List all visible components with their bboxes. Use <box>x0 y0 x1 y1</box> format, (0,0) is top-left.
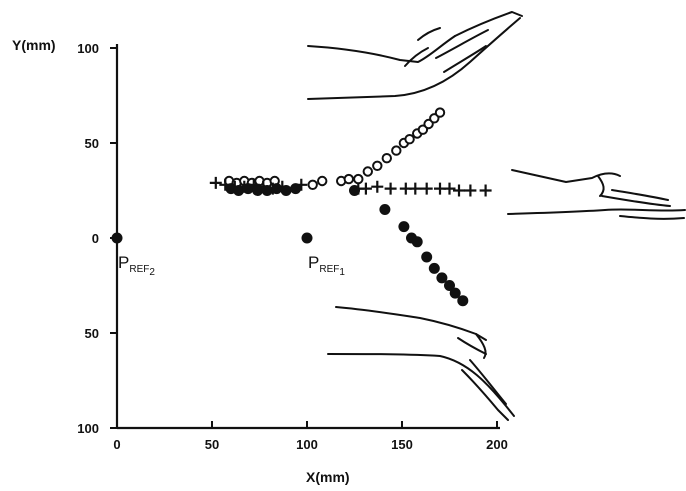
y-axis-title: Y(mm) <box>12 37 56 53</box>
plus-point <box>444 183 456 195</box>
pref-label: PREF2 <box>118 253 155 278</box>
y-tick-label: 100 <box>77 421 99 436</box>
filled-circle-point <box>398 221 409 232</box>
series-filled-circle <box>226 183 469 306</box>
filled-circle-point <box>457 295 468 306</box>
plus-point <box>464 185 476 197</box>
y-tick-label: 50 <box>85 326 99 341</box>
plus-point <box>360 183 372 195</box>
open-circle-point <box>318 177 326 185</box>
plus-point <box>371 181 383 193</box>
filled-circle-point <box>281 185 292 196</box>
filled-circle-point <box>112 233 123 244</box>
series-open-circle <box>225 108 444 189</box>
filled-circle-point <box>302 233 313 244</box>
series-filled-circle <box>112 233 123 244</box>
open-circle-point <box>383 154 391 162</box>
filled-circle-point <box>262 185 273 196</box>
filled-circle-point <box>271 183 282 194</box>
data-points <box>112 108 492 306</box>
hand-down-illustration <box>328 307 514 420</box>
filled-circle-point <box>233 185 244 196</box>
open-circle-point <box>392 146 400 154</box>
filled-circle-point <box>412 236 423 247</box>
open-circle-point <box>436 108 444 116</box>
x-tick-label: 0 <box>113 437 120 452</box>
filled-circle-point <box>379 204 390 215</box>
plus-point <box>210 177 222 189</box>
plus-point <box>409 183 421 195</box>
open-circle-point <box>405 135 413 143</box>
open-circle-point <box>373 162 381 170</box>
y-tick-label: 100 <box>77 41 99 56</box>
plus-point <box>421 183 433 195</box>
pref-label: PREF1 <box>308 253 345 278</box>
filled-circle-point <box>290 183 301 194</box>
x-tick-label: 150 <box>391 437 413 452</box>
filled-circle-point <box>252 185 263 196</box>
y-tick-label: 0 <box>92 231 99 246</box>
plus-point <box>453 185 465 197</box>
x-tick-label: 100 <box>296 437 318 452</box>
plus-point <box>480 185 492 197</box>
hand-up-illustration <box>308 12 522 99</box>
open-circle-point <box>345 175 353 183</box>
filled-circle-point <box>421 252 432 263</box>
open-circle-point <box>309 181 317 189</box>
open-circle-point <box>364 167 372 175</box>
filled-circle-point <box>429 263 440 274</box>
x-tick-label: 200 <box>486 437 508 452</box>
y-tick-label: 50 <box>85 136 99 151</box>
filled-circle-point <box>349 185 360 196</box>
annotations: PREF2 PREF1 <box>118 253 345 278</box>
hand-forward-illustration <box>508 170 685 219</box>
y-axis-ticks: 100 50 0 50 100 <box>77 41 117 436</box>
plus-point <box>385 183 397 195</box>
open-circle-point <box>354 175 362 183</box>
filled-circle-point <box>243 183 254 194</box>
x-tick-label: 50 <box>205 437 219 452</box>
x-axis-title: X(mm) <box>306 469 350 485</box>
x-axis-ticks: 0 50 100 150 200 <box>113 421 507 452</box>
